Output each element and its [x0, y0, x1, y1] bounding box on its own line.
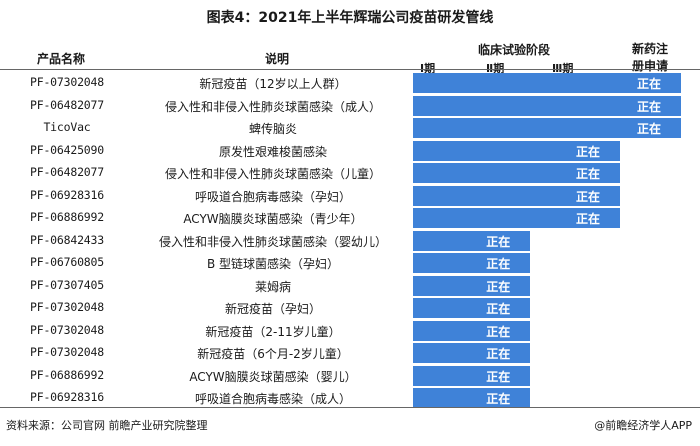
page-title: 图表4：2021年上半年辉瑞公司疫苗研发管线 [206, 10, 494, 26]
stage-progress-bar: 正在 [413, 163, 621, 183]
stage-progress-bar: 正在 [413, 185, 621, 206]
status-label: 正在 [486, 234, 511, 249]
stage-progress-bar: 正在 [413, 388, 531, 408]
product-description: 侵入性和非侵入性肺炎球菌感染（儿童） [164, 167, 381, 181]
status-label: 正在 [486, 369, 511, 384]
stage-progress-bar: 正在 [413, 343, 531, 363]
product-description: 侵入性和非侵入性肺炎球菌感染（成人） [164, 99, 381, 114]
product-code: PF-06760805 [30, 255, 104, 269]
status-label: 正在 [576, 167, 601, 181]
stage-progress-bar: 正在 [413, 118, 681, 138]
status-label: 正在 [576, 144, 601, 159]
product-code: PF-06482077 [30, 97, 104, 112]
status-label: 正在 [636, 99, 661, 114]
table-row: PF-07302048 新冠疫苗（孕妇） 正在 [0, 297, 700, 319]
table-row: PF-06928316 呼吸道合胞病毒感染（成人） 正在 [0, 387, 700, 409]
stage-progress-bar: 正在 [413, 365, 531, 386]
product-code: PF-07302048 [30, 345, 104, 359]
table-row: PF-07307405 莱姆病 正在 [0, 275, 700, 297]
stage-progress-bar: 正在 [413, 140, 621, 161]
header-description: 说明 [264, 52, 289, 66]
table-row: PF-07302048 新冠疫苗（2-11岁儿童） 正在 [0, 320, 700, 342]
product-code: PF-07307405 [30, 277, 104, 292]
product-description: 原发性艰难梭菌感染 [218, 144, 327, 159]
product-code: PF-06928316 [30, 390, 104, 404]
stage-progress-bar: 正在 [413, 298, 531, 318]
table-row: PF-06886992 ACYW脑膜炎球菌感染（青少年） 正在 [0, 207, 700, 229]
product-code: PF-06842433 [30, 232, 104, 247]
source-note: 资料来源：公司官网 前瞻产业研究院整理 [6, 419, 208, 432]
header-new-drug-line1: 新药注 [631, 42, 668, 56]
product-description: 蜱传脑炎 [248, 122, 297, 136]
product-code: TicoVac [43, 120, 91, 134]
status-label: 正在 [486, 347, 511, 361]
header-divider [0, 69, 700, 70]
product-description: 莱姆病 [254, 279, 291, 294]
stage-progress-bar: 正在 [413, 73, 681, 93]
footer-divider [0, 407, 700, 408]
product-description: 新冠疫苗（2-11岁儿童） [205, 324, 341, 339]
table-row: PF-07302048 新冠疫苗（12岁以上人群） 正在 [0, 72, 700, 94]
header-product-name: 产品名称 [36, 52, 85, 66]
table-row: PF-06842433 侵入性和非侵入性肺炎球菌感染（婴幼儿） 正在 [0, 230, 700, 252]
product-code: PF-06482077 [30, 165, 104, 179]
product-code: PF-06928316 [30, 187, 104, 202]
status-label: 正在 [486, 279, 511, 294]
status-label: 正在 [486, 257, 511, 271]
stage-progress-bar: 正在 [413, 95, 681, 116]
table-row: PF-06928316 呼吸道合胞病毒感染（孕妇） 正在 [0, 185, 700, 207]
product-description: 新冠疫苗（6个月-2岁儿童） [197, 347, 349, 361]
header-phase-3: Ⅲ期 [552, 62, 574, 75]
header-phase-2: Ⅱ期 [486, 62, 505, 75]
product-code: PF-06886992 [30, 210, 104, 224]
stage-progress-bar: 正在 [413, 275, 531, 296]
product-code: PF-07302048 [30, 75, 104, 89]
header-clinical-stage: 临床试验阶段 [477, 43, 550, 57]
product-description: B 型链球菌感染（孕妇） [206, 257, 340, 271]
product-description: 侵入性和非侵入性肺炎球菌感染（婴幼儿） [158, 234, 387, 249]
table-row: PF-06886992 ACYW脑膜炎球菌感染（婴儿） 正在 [0, 365, 700, 387]
status-label: 正在 [636, 77, 661, 91]
product-description: ACYW脑膜炎球菌感染（婴儿） [189, 369, 357, 384]
product-code: PF-07302048 [30, 322, 104, 337]
status-label: 正在 [486, 302, 511, 316]
status-label: 正在 [636, 122, 661, 136]
status-label: 正在 [576, 212, 601, 226]
table-row: PF-06425090 原发性艰难梭菌感染 正在 [0, 140, 700, 162]
stage-progress-bar: 正在 [413, 320, 531, 341]
status-label: 正在 [486, 324, 511, 339]
product-description: 呼吸道合胞病毒感染（成人） [194, 392, 351, 406]
table-row: PF-07302048 新冠疫苗（6个月-2岁儿童） 正在 [0, 342, 700, 364]
status-label: 正在 [576, 189, 601, 204]
table-row: PF-06482077 侵入性和非侵入性肺炎球菌感染（儿童） 正在 [0, 162, 700, 184]
credit-note: @前瞻经济学人APP [594, 419, 692, 432]
product-description: 新冠疫苗（孕妇） [224, 302, 321, 316]
product-code: PF-07302048 [30, 300, 104, 314]
product-description: 呼吸道合胞病毒感染（孕妇） [194, 189, 351, 204]
table-row: TicoVac 蜱传脑炎 正在 [0, 117, 700, 139]
stage-progress-bar: 正在 [413, 208, 621, 228]
table-row: PF-06760805 B 型链球菌感染（孕妇） 正在 [0, 252, 700, 274]
product-code: PF-06886992 [30, 367, 104, 382]
product-code: PF-06425090 [30, 142, 104, 157]
product-description: ACYW脑膜炎球菌感染（青少年） [183, 212, 363, 226]
table-row: PF-06482077 侵入性和非侵入性肺炎球菌感染（成人） 正在 [0, 95, 700, 117]
header-phase-1: Ⅰ期 [420, 62, 436, 75]
status-label: 正在 [486, 392, 511, 406]
stage-progress-bar: 正在 [413, 253, 531, 273]
product-description: 新冠疫苗（12岁以上人群） [199, 77, 347, 91]
stage-progress-bar: 正在 [413, 230, 531, 251]
